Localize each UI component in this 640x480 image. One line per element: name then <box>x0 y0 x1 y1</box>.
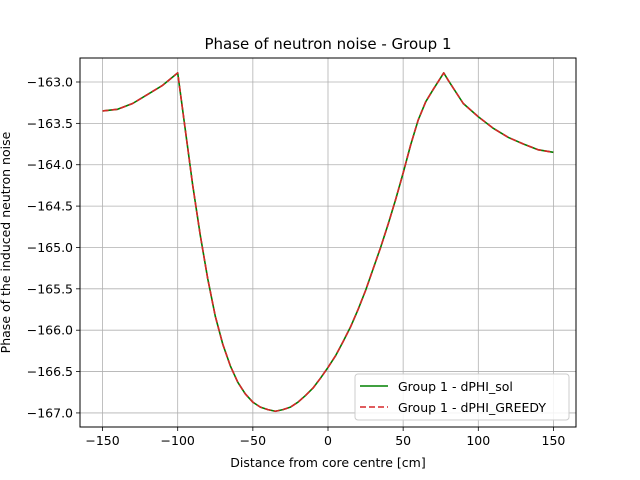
legend: Group 1 - dPHI_sol Group 1 - dPHI_GREEDY <box>354 373 570 421</box>
x-tick-label: 50 <box>395 433 411 448</box>
chart-title: Phase of neutron noise - Group 1 <box>204 35 451 53</box>
x-axis-label: Distance from core centre [cm] <box>230 455 425 470</box>
y-tick-label: −167.0 <box>27 405 73 420</box>
x-tick-label: 0 <box>324 433 332 448</box>
y-tick-label: −164.5 <box>27 199 73 214</box>
x-tick-label: −50 <box>240 433 266 448</box>
y-tick-label: −166.0 <box>27 323 73 338</box>
series-line-dphi-greedy <box>102 72 554 413</box>
x-tick-label: −100 <box>161 433 195 448</box>
y-tick-label: −165.0 <box>27 240 73 255</box>
y-tick-label: −163.5 <box>27 116 73 131</box>
y-axis-ticks: −163.0 −163.5 −164.0 −164.5 −165.0 −165.5 −166… <box>27 74 80 420</box>
x-axis-ticks: −150 −100 −50 0 50 100 150 <box>85 427 565 448</box>
y-tick-label: −163.0 <box>27 74 73 89</box>
legend-box <box>354 373 570 421</box>
legend-label-dphi-greedy: Group 1 - dPHI_GREEDY <box>398 400 546 415</box>
series-lines <box>102 72 554 413</box>
x-tick-label: −150 <box>85 433 119 448</box>
x-tick-label: 150 <box>542 433 566 448</box>
x-tick-label: 100 <box>466 433 490 448</box>
y-tick-label: −164.0 <box>27 157 73 172</box>
grid-lines <box>80 58 576 427</box>
y-axis-label: Phase of the induced neutron noise <box>0 131 13 353</box>
y-tick-label: −165.5 <box>27 281 73 296</box>
legend-label-dphi-sol: Group 1 - dPHI_sol <box>398 379 513 394</box>
y-tick-label: −166.5 <box>27 364 73 379</box>
